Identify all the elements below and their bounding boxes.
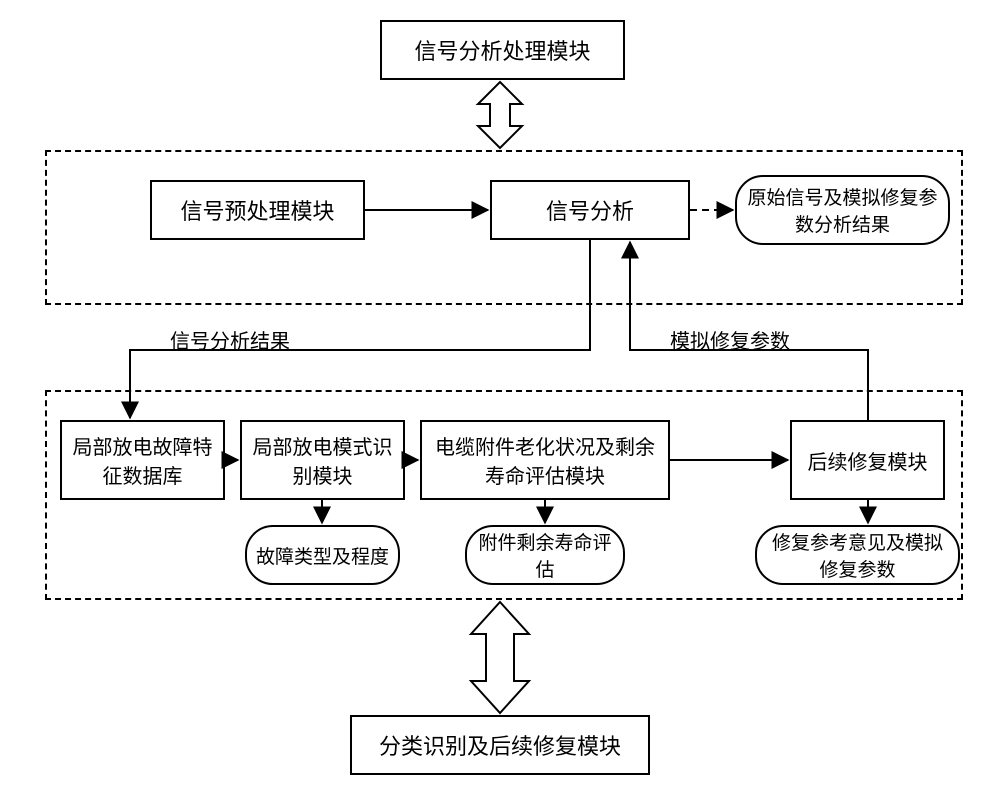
analysis-box: 信号分析 <box>490 180 690 240</box>
db-box: 局部放电故障特征数据库 <box>60 420 225 500</box>
orig-result-box: 原始信号及模拟修复参数分析结果 <box>735 175 950 245</box>
life-est-label: 附件剩余寿命评估 <box>473 528 617 582</box>
preproc-label: 信号预处理模块 <box>180 194 334 226</box>
aging-box: 电缆附件老化状况及剩余寿命评估模块 <box>420 420 670 500</box>
double-arrow-bottom <box>471 602 529 713</box>
orig-result-label: 原始信号及模拟修复参数分析结果 <box>743 183 942 237</box>
top-title-box: 信号分析处理模块 <box>380 20 625 80</box>
repair-opinion-box: 修复参考意见及模拟修复参数 <box>755 525 960 585</box>
db-label: 局部放电故障特征数据库 <box>68 431 217 489</box>
top-title-label: 信号分析处理模块 <box>414 34 590 66</box>
preproc-box: 信号预处理模块 <box>150 180 365 240</box>
bottom-title-box: 分类识别及后续修复模块 <box>350 715 650 775</box>
bottom-title-label: 分类识别及后续修复模块 <box>379 729 621 761</box>
fault-type-label: 故障类型及程度 <box>256 542 389 569</box>
double-arrow-top <box>478 82 522 148</box>
pattern-label: 局部放电模式识别模块 <box>248 431 397 489</box>
life-est-box: 附件剩余寿命评估 <box>465 525 625 585</box>
fault-type-box: 故障类型及程度 <box>245 525 400 585</box>
repair-label: 后续修复模块 <box>808 446 928 475</box>
edge-label-left: 信号分析结果 <box>170 325 290 354</box>
repair-opinion-label: 修复参考意见及模拟修复参数 <box>763 528 952 582</box>
edge-label-right: 模拟修复参数 <box>670 325 790 354</box>
analysis-label: 信号分析 <box>546 194 634 226</box>
pattern-box: 局部放电模式识别模块 <box>240 420 405 500</box>
aging-label: 电缆附件老化状况及剩余寿命评估模块 <box>428 431 662 489</box>
repair-box: 后续修复模块 <box>790 420 945 500</box>
